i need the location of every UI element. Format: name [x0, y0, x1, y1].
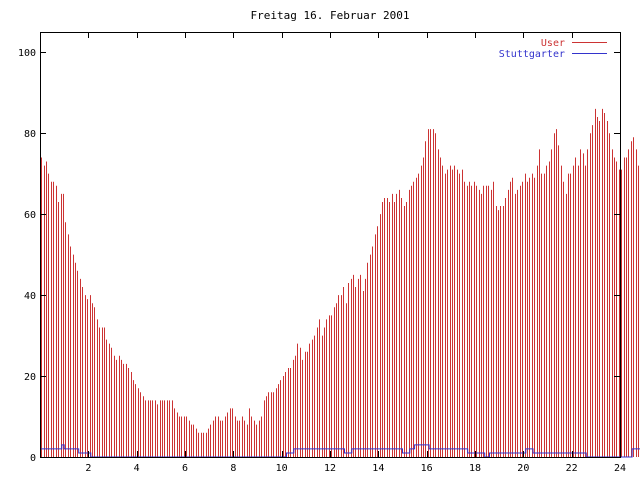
x-tick-label: 10 [276, 463, 288, 474]
x-tick-label: 24 [614, 463, 626, 474]
x-tick-label: 16 [421, 463, 433, 474]
plot-frame [40, 32, 621, 458]
legend-label-stuttgarter: Stuttgarter [499, 49, 565, 60]
y-tick-label: 80 [24, 129, 36, 140]
x-tick-label: 22 [566, 463, 578, 474]
x-tick-label: 4 [134, 463, 140, 474]
x-tick-label: 14 [372, 463, 384, 474]
chart-title: Freitag 16. Februar 2001 [251, 9, 410, 22]
y-tick-label: 40 [24, 291, 36, 302]
y-tick-label: 100 [18, 48, 36, 59]
x-tick-label: 12 [324, 463, 336, 474]
legend-label-user: User [541, 38, 565, 49]
y-tick-label: 0 [30, 453, 36, 464]
user-bars-layer [41, 108, 639, 457]
x-tick-label: 18 [469, 463, 481, 474]
x-tick-label: 6 [182, 463, 188, 474]
x-tick-label: 2 [85, 463, 91, 474]
x-tick-label: 8 [230, 463, 236, 474]
x-tick-label: 20 [517, 463, 529, 474]
y-tick-label: 60 [24, 210, 36, 221]
legend: User Stuttgarter [499, 38, 607, 60]
y-tick-label: 20 [24, 372, 36, 383]
